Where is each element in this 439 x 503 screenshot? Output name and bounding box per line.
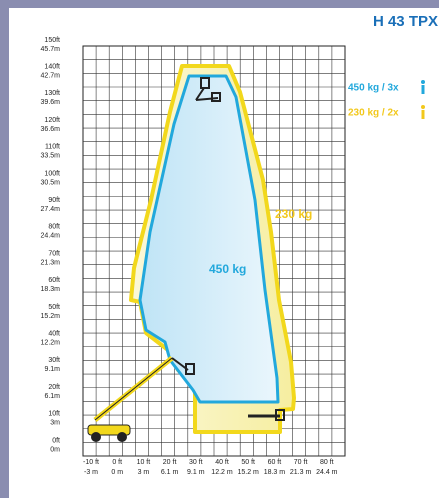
x-label-m: 12.2 m <box>211 469 233 476</box>
y-label-m: 6.1m <box>44 393 60 400</box>
x-label-ft: 70 ft <box>294 459 308 466</box>
person-icon <box>421 80 425 94</box>
legend-label: 450 kg / 3x <box>348 83 399 94</box>
y-label-ft: 130ft <box>44 90 60 97</box>
y-label-ft: 50ft <box>48 304 60 311</box>
envelope-label: 450 kg <box>209 262 246 276</box>
x-label-ft: 20 ft <box>163 459 177 466</box>
y-label-m: 15.2m <box>41 313 61 320</box>
x-label-ft: 50 ft <box>241 459 255 466</box>
x-label-ft: -10 ft <box>83 459 99 466</box>
y-label-ft: 120ft <box>44 117 60 124</box>
x-label-ft: 30 ft <box>189 459 203 466</box>
y-label-m: 0m <box>50 446 60 453</box>
y-label-m: 39.6m <box>41 99 61 106</box>
y-label-m: 36.6m <box>41 126 61 133</box>
y-label-ft: 150ft <box>44 37 60 44</box>
y-label-m: 24.4m <box>41 233 61 240</box>
y-label-ft: 0ft <box>52 437 60 444</box>
y-label-m: 27.4m <box>41 206 61 213</box>
y-label-ft: 70ft <box>48 250 60 257</box>
x-label-m: 15.2 m <box>237 469 259 476</box>
y-label-ft: 80ft <box>48 224 60 231</box>
x-label-m: 0 m <box>111 469 123 476</box>
x-label-m: 18.3 m <box>264 469 286 476</box>
y-label-m: 21.3m <box>41 259 61 266</box>
y-label-ft: 100ft <box>44 170 60 177</box>
y-label-m: 42.7m <box>41 73 61 80</box>
y-label-m: 3m <box>50 420 60 427</box>
y-label-m: 45.7m <box>41 46 61 53</box>
person-icon <box>421 105 425 119</box>
envelope-label: 230 kg <box>275 207 312 221</box>
x-label-m: 6.1 m <box>161 469 179 476</box>
x-label-m: 21.3 m <box>290 469 312 476</box>
y-label-ft: 110ft <box>45 144 60 151</box>
y-label-ft: 20ft <box>48 384 60 391</box>
y-label-m: 33.5m <box>41 153 61 160</box>
y-label-m: 30.5m <box>41 179 61 186</box>
legend-label: 230 kg / 2x <box>348 108 399 119</box>
y-label-ft: 60ft <box>48 277 60 284</box>
y-label-m: 12.2m <box>41 340 61 347</box>
y-label-m: 9.1m <box>44 366 60 373</box>
x-label-m: 24.4 m <box>316 469 338 476</box>
y-label-ft: 40ft <box>48 331 60 338</box>
y-label-ft: 10ft <box>48 411 60 418</box>
x-label-m: -3 m <box>84 469 98 476</box>
x-label-ft: 10 ft <box>137 459 151 466</box>
x-label-m: 9.1 m <box>187 469 205 476</box>
x-label-ft: 0 ft <box>112 459 122 466</box>
range-diagram: H 43 TPX 450 kg / 3x 230 kg / 2x 230 kg … <box>0 0 439 498</box>
x-label-m: 3 m <box>138 469 150 476</box>
y-label-ft: 140ft <box>44 64 60 71</box>
x-label-ft: 40 ft <box>215 459 229 466</box>
y-label-ft: 30ft <box>48 357 60 364</box>
y-label-m: 18.3m <box>41 286 61 293</box>
x-label-ft: 80 ft <box>320 459 334 466</box>
y-label-ft: 90ft <box>48 197 60 204</box>
title: H 43 TPX <box>373 13 438 30</box>
x-label-ft: 60 ft <box>268 459 282 466</box>
